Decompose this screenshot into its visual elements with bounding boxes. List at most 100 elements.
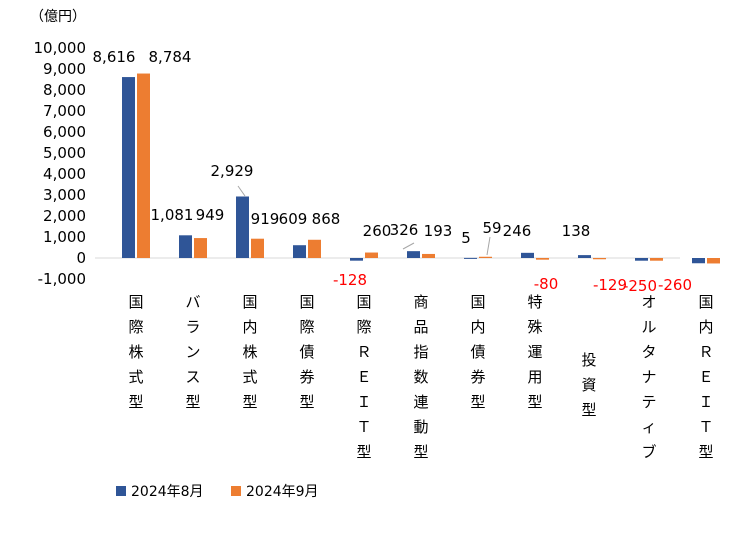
bar-sep (593, 258, 606, 260)
unit-label: （億円） (30, 9, 86, 25)
svg-text:Ｔ: Ｔ (356, 418, 371, 436)
bars (122, 73, 720, 264)
data-label: 8,616 (93, 48, 136, 66)
svg-text:テ: テ (641, 393, 656, 411)
svg-text:型: 型 (413, 443, 428, 461)
svg-text:型: 型 (242, 393, 257, 411)
bar-aug (464, 257, 477, 259)
bar-sep (251, 238, 264, 258)
svg-text:債: 債 (299, 343, 314, 361)
svg-text:Ｒ: Ｒ (698, 343, 713, 361)
bar-aug (635, 258, 648, 261)
svg-text:ス: ス (185, 368, 200, 386)
svg-text:型: 型 (581, 401, 596, 419)
svg-text:ナ: ナ (641, 368, 656, 386)
svg-text:ィ: ィ (641, 418, 656, 436)
legend-swatch-sep (231, 486, 241, 496)
y-tick-label: 2,000 (43, 207, 86, 225)
bar-aug (521, 252, 534, 258)
svg-text:国: 国 (470, 293, 485, 311)
svg-text:型: 型 (356, 443, 371, 461)
svg-text:動: 動 (413, 418, 428, 436)
y-tick-label: 4,000 (43, 165, 86, 183)
svg-text:式: 式 (242, 368, 257, 386)
data-label: 1,081 (151, 206, 194, 224)
data-label: 949 (196, 206, 225, 224)
svg-text:ン: ン (185, 343, 200, 361)
svg-text:株: 株 (242, 343, 257, 361)
svg-text:債: 債 (470, 343, 485, 361)
svg-text:内: 内 (242, 318, 257, 336)
bar-sep (308, 239, 321, 258)
data-label: -128 (333, 271, 367, 289)
y-tick-label: 7,000 (43, 102, 86, 120)
svg-text:券: 券 (299, 368, 314, 386)
svg-text:式: 式 (128, 368, 143, 386)
data-label: 919 (251, 210, 280, 228)
bar-sep (707, 258, 720, 264)
svg-text:バ: バ (185, 293, 200, 311)
svg-text:指: 指 (413, 343, 428, 361)
y-tick-label: 5,000 (43, 144, 86, 162)
data-label: 246 (503, 222, 532, 240)
category-labels: 国際株式型バランス型国内株式型国際債券型国際ＲＥＩＴ型商品指数連動型国内債券型特… (128, 293, 713, 461)
svg-text:Ｅ: Ｅ (356, 368, 371, 386)
svg-text:型: 型 (698, 443, 713, 461)
y-tick-label: 10,000 (34, 39, 87, 57)
svg-text:殊: 殊 (527, 318, 542, 336)
svg-text:連: 連 (413, 393, 428, 411)
leader-line (402, 242, 415, 250)
svg-text:際: 際 (128, 318, 143, 336)
bar-sep (536, 258, 549, 260)
y-tick-label: -1,000 (38, 270, 86, 288)
data-label: 868 (312, 210, 341, 228)
svg-text:型: 型 (299, 393, 314, 411)
y-tick-label: 6,000 (43, 123, 86, 141)
category-label: 投資型 (581, 351, 596, 419)
svg-text:国: 国 (356, 293, 371, 311)
leader-line (237, 185, 246, 197)
y-tick-label: 8,000 (43, 81, 86, 99)
svg-text:ル: ル (641, 318, 656, 336)
y-tick-label: 1,000 (43, 228, 86, 246)
data-label: -129 (593, 276, 627, 294)
svg-text:際: 際 (356, 318, 371, 336)
bar-sep (422, 253, 435, 258)
bar-aug (122, 77, 135, 259)
svg-text:数: 数 (413, 368, 428, 386)
legend-label-aug: 2024年8月 (131, 484, 204, 500)
leader-lines (237, 185, 491, 256)
data-label: 260 (363, 222, 392, 240)
bar-aug (293, 245, 306, 258)
legend: 2024年8月 2024年9月 (116, 484, 319, 500)
svg-text:投: 投 (581, 351, 596, 369)
svg-text:オ: オ (641, 293, 656, 311)
svg-text:国: 国 (698, 293, 713, 311)
data-label: 326 (390, 221, 419, 239)
data-label: -260 (658, 276, 692, 294)
data-label: 2,929 (211, 162, 254, 180)
svg-text:国: 国 (299, 293, 314, 311)
svg-text:用: 用 (527, 368, 542, 386)
svg-text:内: 内 (698, 318, 713, 336)
svg-text:Ｉ: Ｉ (698, 393, 713, 411)
leader-line (486, 236, 491, 256)
bar-aug (578, 255, 591, 258)
legend-label-sep: 2024年9月 (246, 484, 319, 500)
svg-text:型: 型 (527, 393, 542, 411)
bar-aug (236, 196, 249, 258)
svg-text:型: 型 (185, 393, 200, 411)
data-label: 609 (279, 210, 308, 228)
svg-text:資: 資 (581, 376, 596, 394)
bar-aug (350, 258, 363, 261)
svg-text:Ｒ: Ｒ (356, 343, 371, 361)
bar-sep (137, 73, 150, 258)
data-label: -250 (623, 277, 657, 295)
data-label: 5 (461, 229, 471, 247)
